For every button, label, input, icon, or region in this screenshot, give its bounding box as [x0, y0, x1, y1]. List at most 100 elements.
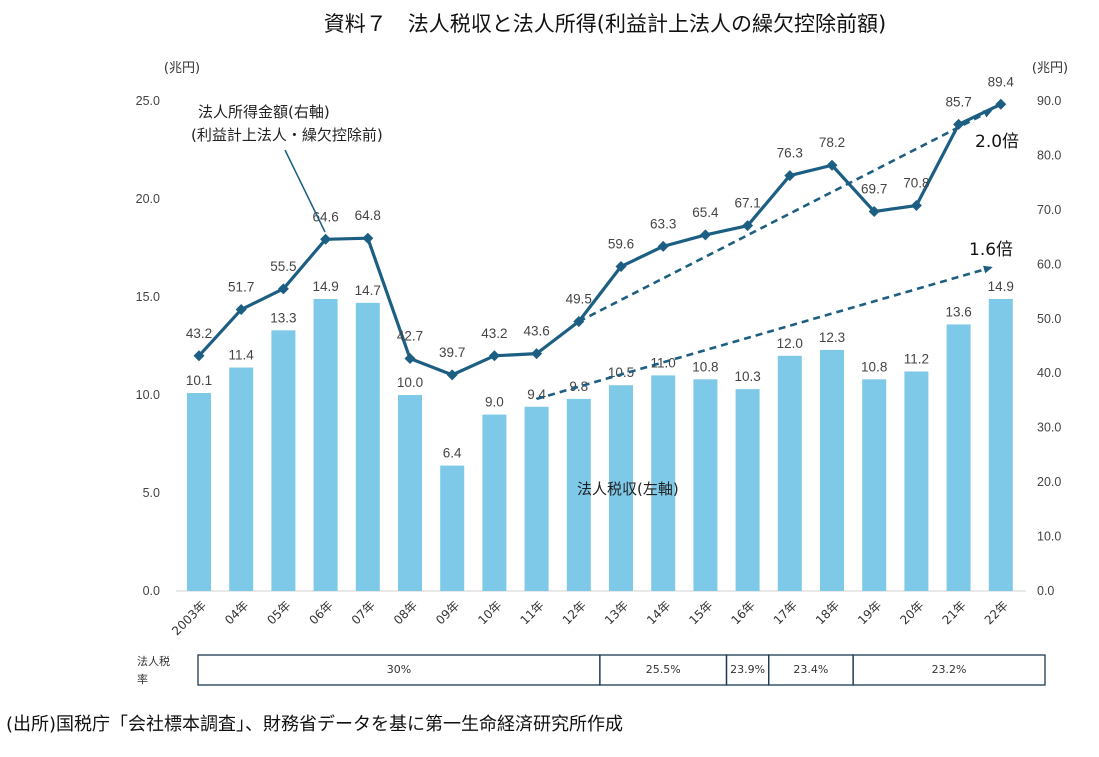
line-point-marker [235, 304, 247, 316]
right-axis-tick: 60.0 [1037, 257, 1061, 271]
right-axis-tick: 50.0 [1037, 312, 1061, 326]
line-value-label: 67.1 [734, 196, 760, 211]
tax-rate-value: 25.5% [646, 663, 681, 676]
tax-revenue-labels: 10.111.413.314.9 14.710.06.49.09.49.810.5… [186, 279, 1014, 461]
bar-value-label: 10.8 [692, 359, 718, 374]
tax-rate-cell [852, 654, 1046, 686]
annotation-leader-line [284, 149, 326, 233]
line-point-marker [446, 369, 458, 381]
x-axis-category: 18年 [813, 598, 842, 627]
bar-value-label: 13.3 [270, 310, 296, 325]
line-point-marker [699, 229, 711, 241]
income-growth-multiple: 2.0倍 [975, 132, 1019, 152]
line-value-label: 43.6 [523, 324, 549, 339]
bar-value-label: 10.1 [186, 373, 212, 388]
tax-rate-row: 法人税 率 30% 25.5% 23.9% 23.4% 23.2% [137, 654, 1046, 686]
bar-value-label: 6.4 [443, 446, 462, 461]
bar-value-label: 9.8 [569, 379, 588, 394]
line-value-label: 39.7 [439, 345, 465, 360]
trend-arrow [536, 265, 993, 401]
left-axis-tick: 5.0 [143, 486, 160, 500]
tax-rate-value: 23.9% [730, 663, 765, 676]
line-point-marker [615, 261, 627, 273]
left-axis-tick: 25.0 [136, 94, 160, 108]
x-axis-category: 20年 [897, 598, 926, 627]
chart-title: 資料７ 法人税収と法人所得(利益計上法人の繰欠控除前額) [324, 12, 886, 36]
line-value-label: 63.3 [650, 216, 676, 231]
bar [820, 349, 844, 591]
bar-series-annotation: 法人税収(左軸) [577, 480, 679, 498]
right-axis-tick: 90.0 [1037, 94, 1061, 108]
bar-value-label: 10.5 [608, 365, 634, 380]
line-series-annotation-sub: (利益計上法人・繰欠控除前) [191, 126, 383, 144]
bar [988, 298, 1013, 591]
bar [524, 406, 549, 591]
bar-value-label: 9.0 [485, 395, 504, 410]
right-axis-tick: 70.0 [1037, 203, 1061, 217]
bar [398, 395, 422, 591]
tax-rate-header-line1: 法人税 [137, 654, 170, 668]
line-point-marker [193, 350, 205, 362]
line-value-label: 49.5 [566, 292, 592, 307]
line-value-label: 78.2 [819, 135, 845, 150]
line-point-marker [404, 353, 416, 365]
line-point-marker [784, 170, 796, 182]
right-axis-tick: 0.0 [1037, 584, 1054, 598]
line-value-label: 85.7 [945, 94, 971, 109]
line-value-label: 70.8 [903, 176, 929, 191]
bar-value-label: 13.6 [945, 304, 971, 319]
line-point-marker [488, 350, 500, 362]
x-axis-category: 09年 [433, 598, 462, 627]
line-value-label: 69.7 [861, 182, 887, 197]
bar [609, 385, 633, 591]
bar [355, 302, 380, 591]
line-value-label: 65.4 [692, 205, 719, 220]
line-value-label: 43.2 [186, 326, 212, 341]
line-value-label: 76.3 [777, 146, 803, 161]
x-axis-category: 21年 [940, 598, 969, 627]
line-value-label: 64.6 [312, 209, 338, 224]
tax-rate-value: 30% [387, 663, 411, 676]
line-point-marker [826, 159, 838, 171]
line-point-marker [277, 283, 289, 295]
x-axis-category: 04年 [222, 598, 251, 627]
x-axis-category: 13年 [602, 598, 631, 627]
bar-value-label: 10.0 [397, 375, 423, 390]
line-point-marker [868, 206, 880, 218]
income-line-path [197, 102, 1002, 377]
bar [777, 355, 802, 591]
bar [904, 371, 929, 591]
bar-value-label: 11.2 [904, 351, 929, 366]
bar-value-label: 12.0 [777, 336, 803, 351]
right-axis-unit: (兆円) [1032, 61, 1068, 76]
right-axis-tick: 20.0 [1037, 475, 1061, 489]
bar-value-label: 14.7 [355, 283, 381, 298]
x-axis-category: 15年 [686, 598, 715, 627]
bar [229, 367, 254, 591]
left-axis: 0.0 5.0 10.0 15.0 20.0 25.0 [136, 94, 160, 598]
right-axis-tick: 10.0 [1037, 530, 1061, 544]
line-value-label: 55.5 [270, 259, 296, 274]
trend-arrows [536, 109, 993, 401]
x-axis-category: 05年 [264, 598, 293, 627]
x-axis-category: 07年 [349, 598, 378, 627]
line-value-label: 64.8 [355, 208, 381, 223]
bar [313, 298, 338, 591]
x-axis-category: 14年 [644, 598, 673, 627]
bar-value-label: 10.8 [861, 359, 887, 374]
line-point-marker [362, 232, 374, 244]
left-axis-unit: (兆円) [164, 61, 200, 76]
line-value-label: 59.6 [608, 237, 634, 252]
line-series-annotation: 法人所得金額(右軸) [198, 103, 330, 121]
left-axis-tick: 10.0 [136, 388, 160, 402]
line-point-marker [573, 316, 585, 327]
bar-value-label: 11.0 [651, 355, 676, 370]
bar-value-label: 10.3 [734, 369, 760, 384]
tax-rate-value: 23.4% [793, 663, 828, 676]
right-axis-tick: 30.0 [1037, 421, 1061, 435]
corporate-income-labels: 43.2 51.7 55.5 64.6 64.8 42.7 39.7 43.2 43.6 49.5… [186, 74, 1015, 360]
bar [862, 379, 887, 591]
bar [946, 324, 971, 591]
trend-arrow [578, 109, 993, 323]
